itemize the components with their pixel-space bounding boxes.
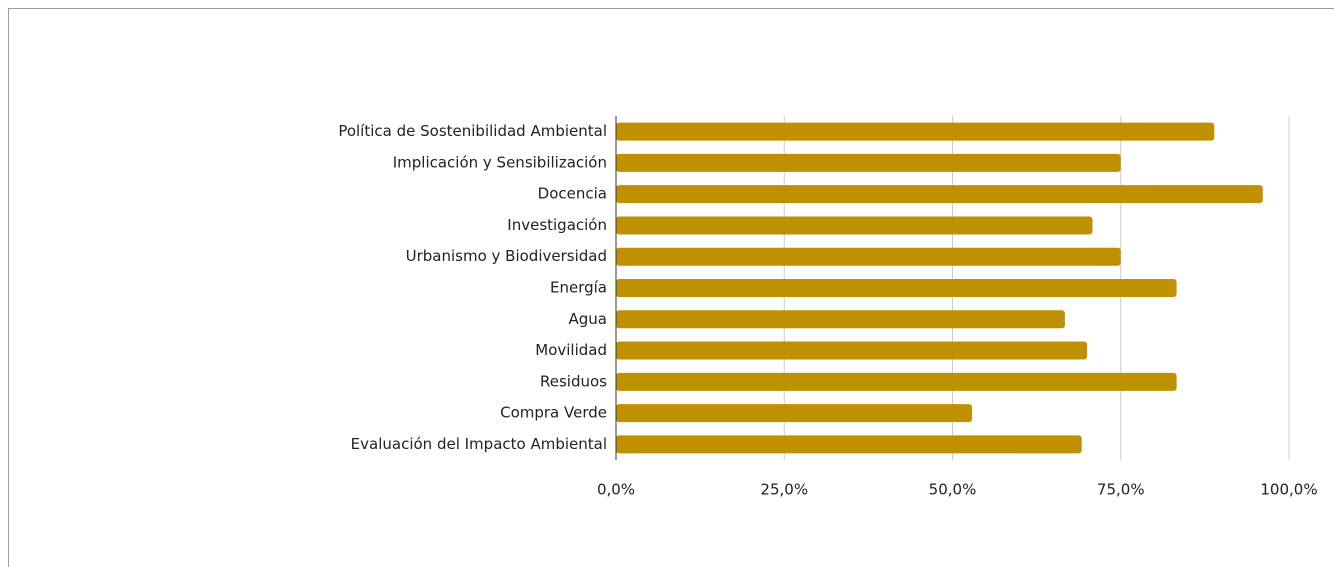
x-tick-label: 100,0% bbox=[1260, 481, 1317, 499]
y-tick-label: Docencia bbox=[538, 185, 607, 203]
bar bbox=[616, 404, 973, 423]
x-tick-label: 75,0% bbox=[1097, 481, 1145, 499]
y-tick-label: Agua bbox=[569, 310, 607, 328]
bar bbox=[616, 279, 1177, 297]
y-tick-label: Política de Sostenibilidad Ambiental bbox=[338, 122, 607, 140]
y-tick-label: Movilidad bbox=[535, 341, 607, 359]
bar bbox=[616, 122, 1215, 141]
bar bbox=[616, 216, 1093, 235]
bar bbox=[616, 185, 1263, 204]
bar bbox=[616, 435, 1082, 454]
x-tick-label: 25,0% bbox=[760, 481, 808, 499]
x-tick-label: 0,0% bbox=[597, 481, 635, 499]
y-tick-label: Compra Verde bbox=[500, 404, 607, 422]
y-tick-label: Urbanismo y Biodiversidad bbox=[406, 247, 607, 265]
y-tick-label: Energía bbox=[550, 279, 607, 297]
bar bbox=[616, 247, 1121, 266]
x-tick-label: 50,0% bbox=[929, 481, 977, 499]
y-tick-label: Investigación bbox=[507, 216, 607, 234]
bar bbox=[616, 372, 1177, 391]
y-tick-label: Evaluación del Impacto Ambiental bbox=[351, 435, 607, 453]
y-tick-label: Implicación y Sensibilización bbox=[393, 153, 607, 171]
bar bbox=[616, 153, 1121, 172]
y-tick-label: Residuos bbox=[540, 372, 607, 390]
bar bbox=[616, 310, 1065, 329]
bar bbox=[616, 341, 1088, 360]
